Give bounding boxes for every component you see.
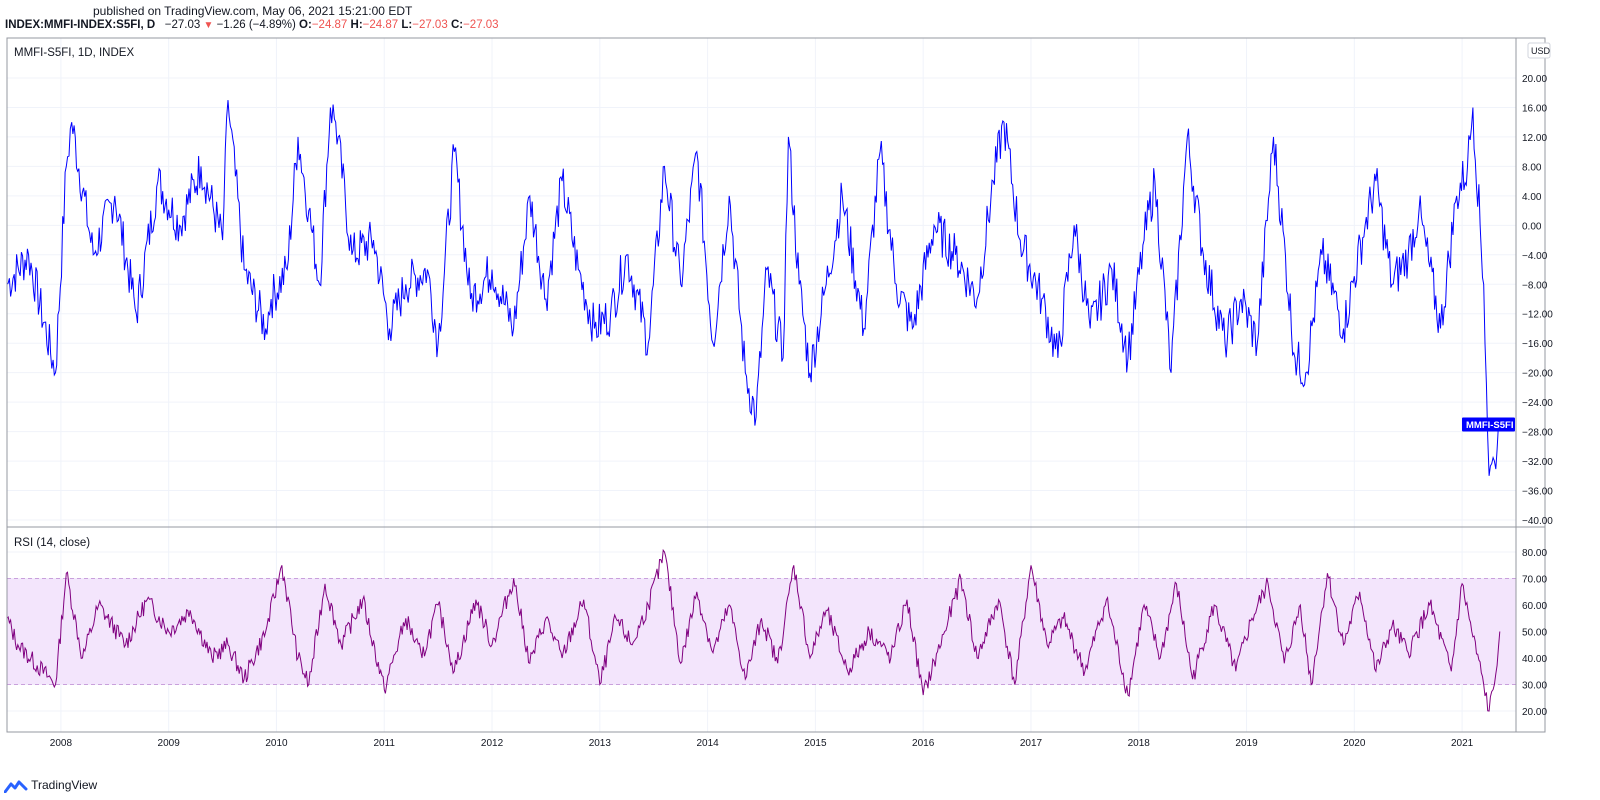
main-y-tick-label: −36.00	[1522, 487, 1553, 498]
low-value: −27.03	[412, 19, 448, 31]
open-value: −24.87	[311, 19, 348, 31]
change-value: −1.26 (−4.89%)	[216, 19, 296, 31]
close-value: −27.03	[463, 19, 499, 31]
main-y-tick-label: −8.00	[1522, 280, 1548, 291]
main-y-tick-label: −28.00	[1522, 428, 1553, 439]
main-y-tick-label: −12.00	[1522, 310, 1553, 321]
x-tick-label: 2020	[1343, 738, 1366, 749]
x-tick-label: 2021	[1451, 738, 1474, 749]
ohlc-header: INDEX:MMFI-INDEX:S5FI, D −27.03 ▼ −1.26 …	[5, 19, 499, 31]
main-y-tick-label: 4.00	[1522, 192, 1542, 203]
x-tick-label: 2015	[804, 738, 827, 749]
last-price-tag-label: MMFI-S5FI	[1466, 420, 1514, 431]
rsi-price-axis[interactable]: 80.00 70.00 60.00 50.00 40.00 30.00 20.00	[1522, 548, 1547, 718]
high-value: −24.87	[362, 19, 399, 31]
published-note: published on TradingView.com, May 06, 20…	[93, 4, 413, 18]
down-triangle-icon: ▼	[203, 20, 214, 31]
tradingview-brand-label: TradingView	[31, 778, 98, 792]
rsi-series-line	[6, 548, 1501, 712]
x-tick-label: 2011	[373, 738, 395, 749]
main-y-tick-label: 12.00	[1522, 133, 1547, 144]
main-y-tick-label: −20.00	[1522, 369, 1553, 380]
x-tick-label: 2009	[158, 738, 181, 749]
rsi-band	[7, 578, 1516, 685]
rsi-y-tick-label: 60.00	[1522, 601, 1547, 612]
tradingview-logo-icon	[3, 780, 28, 794]
main-y-tick-label: −16.00	[1522, 339, 1553, 350]
main-pane-grid	[7, 38, 1516, 527]
currency-badge[interactable]: USD	[1527, 42, 1551, 59]
symbol-name[interactable]: INDEX:MMFI-INDEX:S5FI, D	[5, 19, 156, 31]
rsi-y-tick-label: 20.00	[1522, 707, 1547, 718]
main-pane-title: MMFI-S5FI, 1D, INDEX	[14, 47, 134, 59]
x-tick-label: 2008	[50, 738, 73, 749]
main-y-tick-label: 0.00	[1522, 221, 1542, 232]
rsi-y-tick-label: 50.00	[1522, 628, 1547, 639]
main-y-tick-label: −24.00	[1522, 398, 1553, 409]
last-price-tag: MMFI-S5FI	[1462, 417, 1515, 432]
low-label: L:	[401, 19, 413, 31]
rsi-pane-title: RSI (14, close)	[14, 537, 90, 549]
mmfi-s5fi-series-line	[6, 100, 1500, 476]
close-label: C:	[450, 19, 464, 31]
main-y-tick-label: −4.00	[1522, 251, 1548, 262]
main-y-tick-label: 16.00	[1522, 103, 1547, 114]
main-y-tick-label: 8.00	[1522, 162, 1542, 173]
tradingview-brand[interactable]: TradingView	[3, 778, 98, 794]
last-value: −27.03	[164, 19, 201, 31]
high-label: H:	[350, 19, 363, 31]
x-tick-label: 2013	[589, 738, 612, 749]
open-label: O:	[299, 19, 312, 31]
currency-label: USD	[1531, 46, 1551, 56]
x-tick-label: 2014	[696, 738, 719, 749]
x-tick-label: 2016	[912, 738, 935, 749]
main-price-axis[interactable]: 20.00 16.00 12.00 8.00 4.00 0.00 −4.00 −8.00 −12…	[1522, 74, 1553, 527]
x-tick-label: 2018	[1128, 738, 1151, 749]
x-tick-label: 2017	[1020, 738, 1043, 749]
x-tick-label: 2019	[1235, 738, 1258, 749]
rsi-y-tick-label: 80.00	[1522, 548, 1547, 559]
main-y-tick-label: 20.00	[1522, 74, 1547, 85]
time-axis[interactable]: 2008 2009 2010 2011 2012 2013 2014 2015 2016 2017…	[50, 738, 1474, 749]
rsi-y-tick-label: 70.00	[1522, 575, 1547, 586]
main-y-tick-label: −40.00	[1522, 516, 1553, 527]
x-tick-label: 2012	[481, 738, 504, 749]
chart-frame	[6, 37, 1546, 733]
main-y-tick-label: −32.00	[1522, 457, 1553, 468]
rsi-y-tick-label: 40.00	[1522, 654, 1547, 665]
x-tick-label: 2010	[265, 738, 288, 749]
rsi-y-tick-label: 30.00	[1522, 681, 1547, 692]
